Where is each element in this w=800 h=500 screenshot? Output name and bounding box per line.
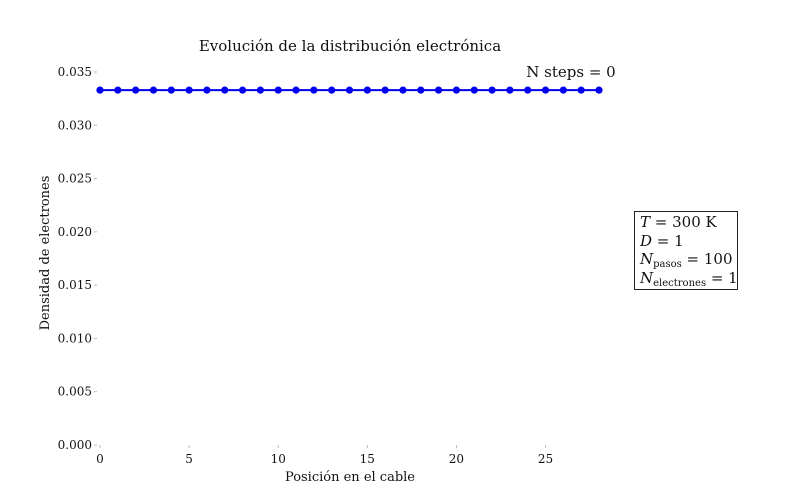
- data-point: [470, 86, 478, 94]
- y-tick-label: 0.035: [58, 65, 92, 79]
- y-tick-label: 0.000: [58, 438, 92, 452]
- data-point: [203, 86, 211, 94]
- x-axis-title: Posición en el cable: [285, 470, 415, 485]
- x-tick-label: 25: [538, 452, 553, 466]
- steps-value: = 100: [681, 250, 733, 268]
- steps-subscript: pasos: [653, 259, 682, 270]
- data-point: [488, 86, 496, 94]
- data-point: [524, 86, 532, 94]
- parameters-legend: T = 300 K D = 1 Npasos = 100 Nelectrones…: [634, 211, 738, 290]
- electrons-value: = 1: [706, 268, 738, 287]
- temperature-symbol: T: [640, 213, 651, 231]
- data-point: [292, 86, 300, 94]
- series-group: [96, 86, 603, 94]
- data-point: [399, 86, 407, 94]
- y-tick-label: 0.025: [58, 172, 92, 186]
- data-point: [328, 86, 336, 94]
- y-tick-label: 0.005: [58, 385, 92, 399]
- electrons-row: Nelectrones = 1: [640, 268, 738, 289]
- data-point: [595, 86, 603, 94]
- x-tick-label: 15: [360, 452, 375, 466]
- data-point: [559, 86, 567, 94]
- data-point: [577, 86, 585, 94]
- y-tick-label: 0.030: [58, 118, 92, 132]
- x-tick-label: 0: [96, 452, 104, 466]
- x-tick-label: 20: [449, 452, 464, 466]
- y-tick-label: 0.010: [58, 331, 92, 345]
- x-tick-label: 10: [271, 452, 286, 466]
- steps-symbol: N: [640, 250, 654, 268]
- y-tick-label: 0.020: [58, 225, 92, 239]
- data-point: [363, 86, 371, 94]
- data-point: [149, 86, 158, 94]
- data-point: [381, 86, 389, 94]
- data-point: [541, 86, 550, 94]
- data-point: [452, 86, 461, 94]
- diffusion-row: D = 1: [640, 232, 733, 251]
- electrons-subscript: electrones: [653, 277, 707, 289]
- data-point: [274, 86, 282, 94]
- data-point: [417, 86, 425, 94]
- y-axis: 0.000 0.005 0.010 0.015 0.020 0.025 0.030 0.035: [58, 65, 97, 452]
- temperature-value: = 300 K: [650, 213, 717, 231]
- data-point: [114, 86, 122, 94]
- steps-annotation: N steps = 0: [526, 63, 615, 81]
- data-point: [238, 86, 247, 94]
- diffusion-value: = 1: [652, 231, 684, 250]
- diffusion-symbol: D: [640, 231, 653, 250]
- x-tick-label: 5: [185, 452, 193, 466]
- data-point: [185, 86, 193, 94]
- chart-title: Evolución de la distribución electrónica: [199, 37, 501, 55]
- data-point: [221, 86, 229, 94]
- steps-row: Npasos = 100: [640, 250, 733, 270]
- data-point: [96, 86, 104, 94]
- x-axis: 0 5 10 15 20 25: [96, 445, 553, 466]
- data-point: [256, 86, 264, 94]
- data-point: [435, 86, 443, 94]
- data-point: [310, 86, 318, 94]
- data-point: [132, 86, 140, 94]
- data-point: [345, 86, 354, 94]
- electrons-symbol: N: [640, 268, 654, 287]
- y-tick-label: 0.015: [58, 278, 92, 292]
- temperature-row: T = 300 K: [640, 213, 733, 232]
- y-axis-title: Densidad de electrones: [38, 176, 53, 331]
- data-point: [167, 86, 175, 94]
- data-point: [506, 86, 514, 94]
